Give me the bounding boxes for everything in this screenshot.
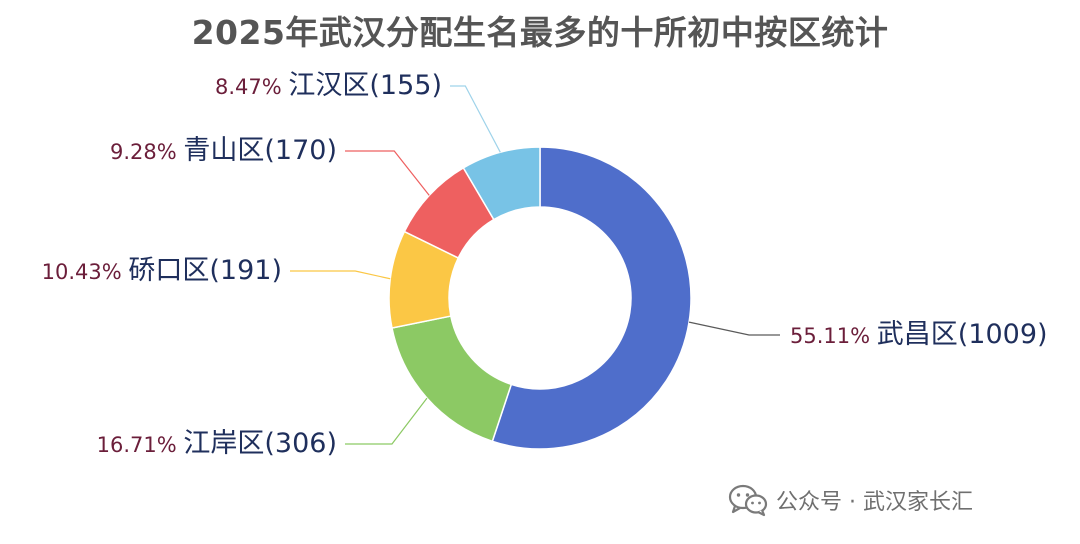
slice-武昌区 (491, 146, 692, 450)
watermark: 公众号 · 武汉家长汇 (728, 480, 973, 520)
slice-percent: 10.43% (42, 260, 129, 284)
slice-category: 硚口区(191) (128, 255, 282, 286)
slices-layer (388, 146, 692, 450)
slice-percent: 16.71% (97, 433, 184, 457)
leader-江岸区 (345, 397, 428, 445)
leader-江汉区 (450, 85, 501, 153)
slice-labels: 55.11% 武昌区(1009) 16.71% 江岸区(306) 10.43% 硚口… (42, 70, 1048, 459)
slice-label-硚口区: 10.43% 硚口区(191) (42, 255, 282, 286)
watermark-text: 公众号 · 武汉家长汇 (776, 490, 973, 515)
leader-lines (290, 85, 780, 445)
slice-category: 江汉区(155) (288, 70, 442, 101)
wechat-icon (728, 484, 768, 517)
slice-label-江汉区: 8.47% 江汉区(155) (215, 70, 442, 101)
slice-percent: 9.28% (110, 140, 183, 164)
slice-label-武昌区: 55.11% 武昌区(1009) (790, 319, 1048, 350)
slice-label-青山区: 9.28% 青山区(170) (110, 135, 337, 166)
slice-category: 江岸区(306) (183, 428, 337, 459)
slice-category: 青山区(170) (183, 135, 337, 166)
leader-硚口区 (290, 270, 391, 280)
leader-武昌区 (688, 321, 780, 336)
chart-title: 2025年武汉分配生名最多的十所初中按区统计 (191, 13, 889, 52)
slice-category: 武昌区(1009) (877, 319, 1048, 350)
leader-青山区 (345, 150, 430, 196)
slice-江汉区 (462, 146, 541, 221)
slice-percent: 55.11% (790, 324, 877, 348)
slice-江岸区 (391, 315, 513, 443)
slice-label-江岸区: 16.71% 江岸区(306) (97, 428, 337, 459)
slice-percent: 8.47% (215, 75, 288, 99)
